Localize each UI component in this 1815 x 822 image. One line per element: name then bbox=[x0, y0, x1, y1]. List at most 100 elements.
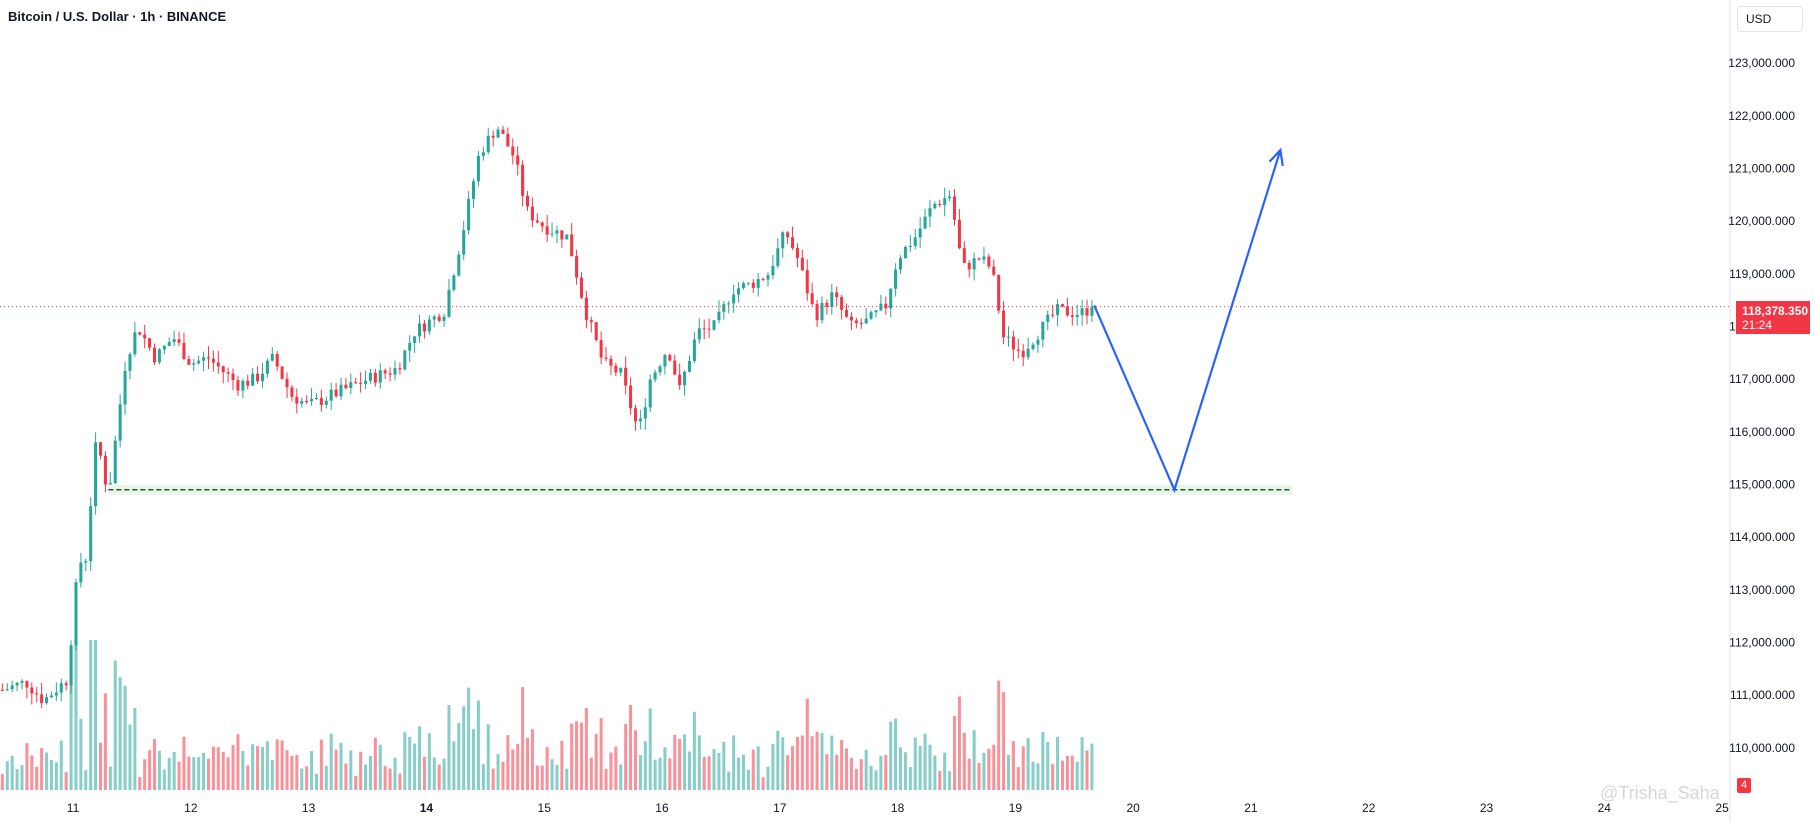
volume-bar bbox=[408, 736, 412, 790]
candle-body bbox=[1056, 304, 1060, 315]
volume-bar bbox=[1026, 738, 1030, 790]
candle-body bbox=[795, 248, 799, 258]
currency-button[interactable]: USD bbox=[1737, 6, 1803, 32]
candle-body bbox=[653, 372, 657, 380]
volume-bar bbox=[614, 746, 618, 790]
volume-bars bbox=[0, 640, 1094, 790]
volume-bar bbox=[908, 767, 912, 790]
candle-body bbox=[486, 135, 490, 153]
candle-body bbox=[928, 208, 932, 217]
candle-body bbox=[270, 353, 274, 361]
volume-bar bbox=[1065, 755, 1069, 790]
candle-body bbox=[820, 302, 824, 321]
volume-bar bbox=[579, 722, 584, 790]
chart-overlays bbox=[0, 147, 1730, 495]
volume-bar bbox=[987, 748, 991, 790]
volume-bar bbox=[280, 740, 284, 790]
volume-bar bbox=[334, 749, 338, 790]
candle-body bbox=[69, 645, 73, 686]
volume-bar bbox=[506, 735, 510, 790]
candle-body bbox=[162, 345, 166, 350]
volume-bar bbox=[633, 730, 638, 790]
volume-bar bbox=[226, 757, 230, 790]
candle-body bbox=[1085, 308, 1089, 316]
candle-body bbox=[148, 338, 152, 348]
candle-body bbox=[20, 680, 24, 683]
price-tick-label: 120,000.000 bbox=[1728, 214, 1795, 228]
candle-body bbox=[530, 206, 534, 221]
candle-body bbox=[364, 380, 368, 384]
volume-bar bbox=[285, 750, 289, 790]
candle-body bbox=[967, 262, 971, 270]
candle-body bbox=[987, 256, 991, 267]
volume-bar bbox=[128, 724, 132, 790]
candle-body bbox=[388, 373, 392, 375]
volume-bar bbox=[388, 768, 392, 790]
volume-bar bbox=[103, 693, 107, 790]
candle-body bbox=[241, 380, 245, 391]
volume-bar bbox=[300, 768, 304, 790]
volume-bar bbox=[1021, 746, 1025, 790]
volume-bar bbox=[152, 738, 157, 790]
candle-body bbox=[938, 203, 942, 206]
volume-bar bbox=[260, 746, 264, 790]
candle-body bbox=[1011, 336, 1015, 350]
candle-body bbox=[457, 254, 461, 276]
volume-bar bbox=[840, 740, 844, 790]
volume-bar bbox=[727, 771, 731, 790]
candle-body bbox=[383, 370, 387, 374]
candle-body bbox=[310, 398, 314, 402]
symbol-title: Bitcoin / U.S. Dollar · 1h · BINANCE bbox=[8, 9, 227, 24]
volume-bar bbox=[1056, 736, 1060, 790]
volume-bar bbox=[825, 754, 829, 790]
volume-bar bbox=[418, 726, 422, 790]
candle-body bbox=[648, 379, 652, 408]
volume-bar bbox=[756, 746, 760, 790]
candle-body bbox=[825, 302, 829, 307]
candle-body bbox=[845, 309, 849, 317]
price-axis: 110,000.000 111,000.000 112,000.000 113,000… bbox=[1728, 0, 1795, 822]
volume-bar bbox=[977, 763, 981, 790]
candle-body bbox=[741, 283, 745, 289]
volume-bar bbox=[457, 723, 461, 790]
price-tick-label: 112,000.000 bbox=[1729, 636, 1795, 650]
candle-body bbox=[638, 418, 642, 422]
candle-body bbox=[1090, 306, 1094, 316]
candle-body bbox=[697, 328, 701, 340]
candle-body bbox=[692, 339, 696, 361]
volume-bar bbox=[364, 764, 368, 790]
volume-bar bbox=[643, 741, 647, 790]
volume-bar bbox=[452, 741, 456, 790]
volume-bar bbox=[251, 744, 255, 790]
candle-body bbox=[295, 396, 299, 404]
volume-bar bbox=[398, 773, 402, 790]
volume-bar bbox=[820, 732, 824, 790]
price-tick-label: 122,000.000 bbox=[1728, 109, 1795, 123]
projection-arrowhead bbox=[1268, 147, 1284, 167]
volume-bar bbox=[604, 768, 608, 790]
volume-bar bbox=[732, 735, 736, 790]
volume-bar bbox=[854, 768, 858, 790]
volume-bar bbox=[1002, 692, 1006, 790]
candle-body bbox=[952, 196, 957, 220]
volume-bar bbox=[702, 756, 706, 790]
candle-body bbox=[849, 316, 853, 321]
time-tick-label: 12 bbox=[184, 801, 198, 815]
time-axis: 11 12 13 14 15 16 17 18 19 20 21 22 23 24 25 bbox=[67, 801, 1729, 815]
candle-body bbox=[152, 347, 157, 363]
volume-bar bbox=[884, 754, 888, 790]
volume-bar bbox=[928, 744, 932, 790]
candle-body bbox=[540, 222, 544, 227]
candle-body bbox=[982, 256, 986, 260]
volume-bar bbox=[972, 730, 976, 790]
candle-body bbox=[776, 248, 780, 266]
candle-body bbox=[584, 297, 588, 321]
volume-bar bbox=[349, 750, 353, 790]
volume-bar bbox=[594, 733, 598, 790]
volume-bar bbox=[1036, 763, 1040, 790]
volume-bar bbox=[344, 763, 348, 790]
candle-body bbox=[54, 692, 58, 696]
volume-bar bbox=[898, 747, 903, 790]
volume-bar bbox=[535, 765, 539, 790]
